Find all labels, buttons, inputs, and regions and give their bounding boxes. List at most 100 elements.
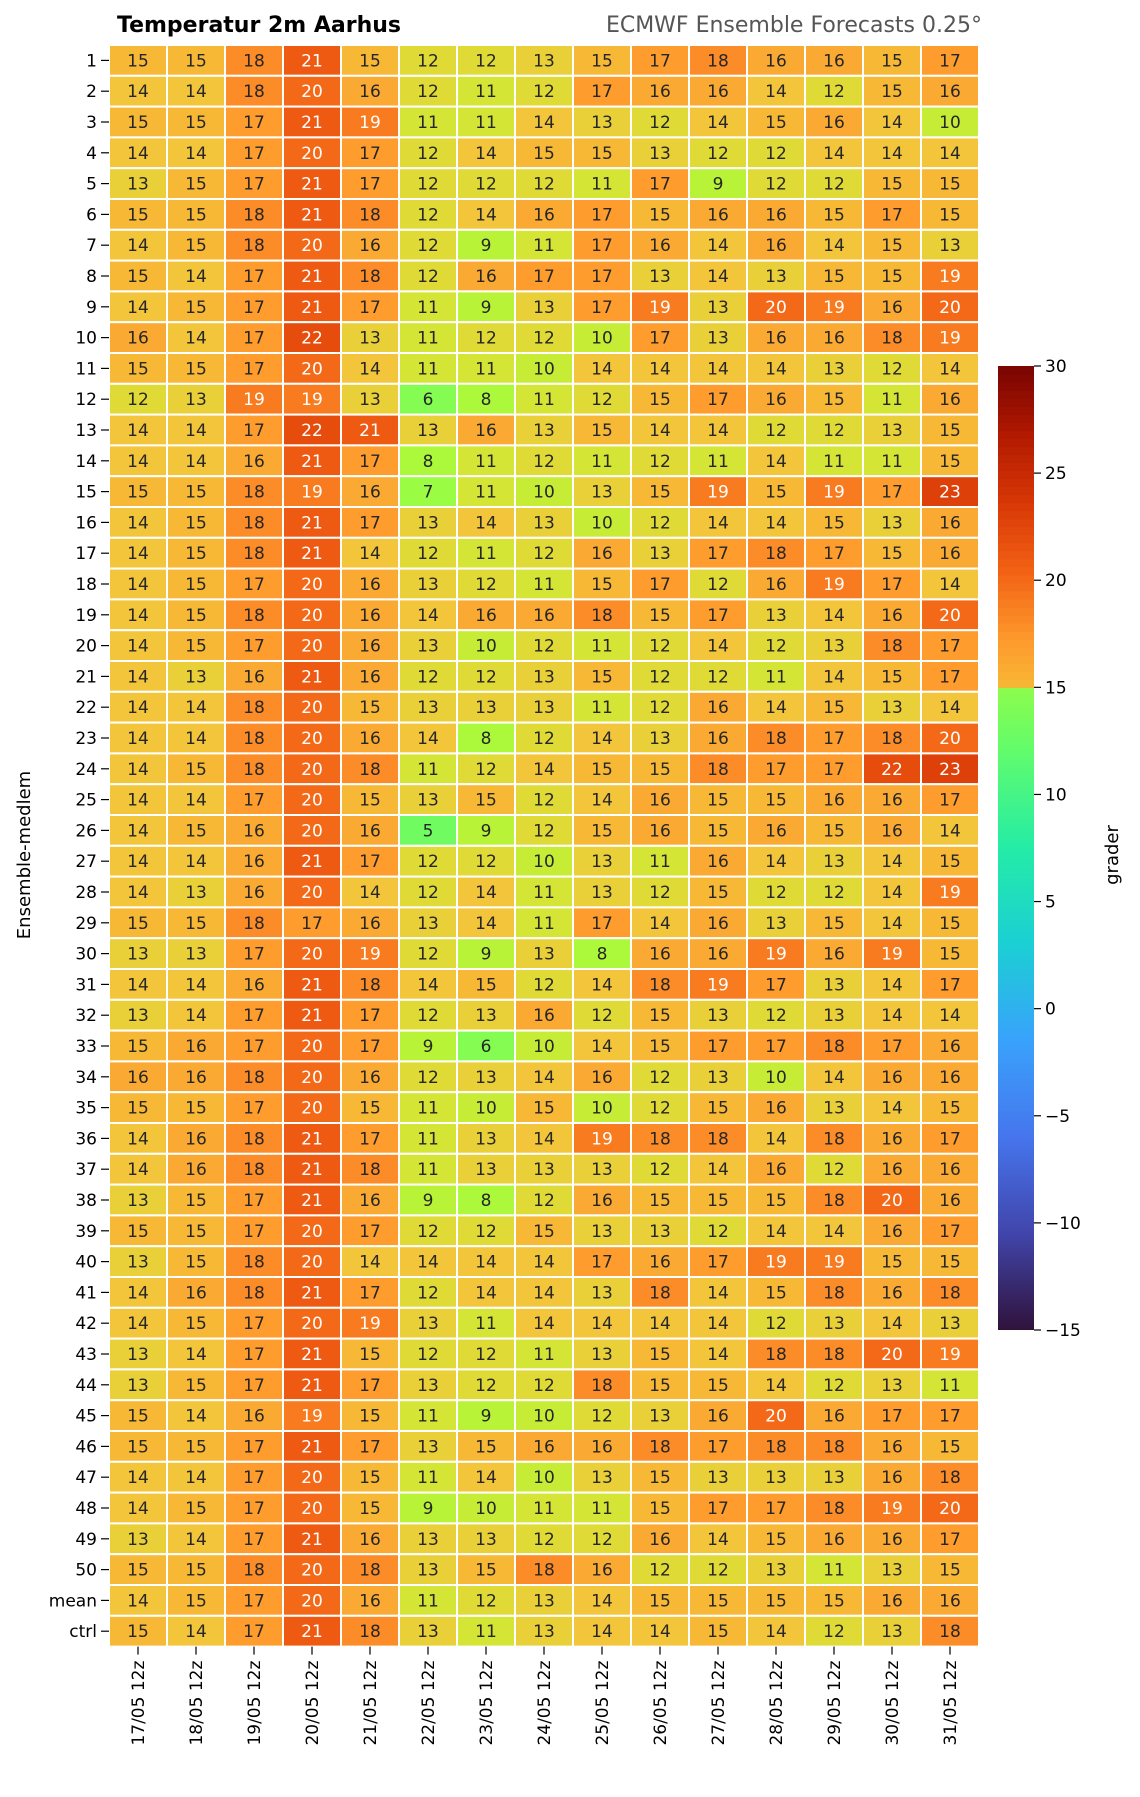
cell-value-label: 12 <box>649 452 671 472</box>
cell-value-label: 14 <box>649 421 671 441</box>
cell-value-label: 23 <box>939 760 961 780</box>
cell-value-label: 19 <box>765 1253 787 1273</box>
cell-value-label: 17 <box>591 82 613 102</box>
heatmap-cell <box>282 968 342 1001</box>
cell-value-label: 18 <box>359 1622 381 1642</box>
cell-value-label: 11 <box>417 1591 439 1611</box>
cell-value-label: 14 <box>127 544 149 564</box>
cell-value-label: 12 <box>417 883 439 903</box>
colorbar-segment <box>998 478 1034 488</box>
cell-value-label: 20 <box>301 1099 323 1119</box>
cell-value-label: 12 <box>649 1561 671 1581</box>
x-tick-label: 21/05 12z <box>361 1661 381 1746</box>
cell-value-label: 15 <box>707 1591 729 1611</box>
cell-value-label: 13 <box>591 852 613 872</box>
heatmap-cell <box>862 721 922 755</box>
cell-value-label: 12 <box>127 390 149 410</box>
cell-value-label: 20 <box>301 1253 323 1273</box>
cell-value-label: 15 <box>939 205 961 225</box>
cell-value-label: 9 <box>423 1499 434 1519</box>
cell-value-label: 18 <box>243 82 265 102</box>
cell-value-label: 11 <box>591 452 613 472</box>
cell-value-label: 20 <box>301 729 323 749</box>
y-tick-label: 17 <box>75 544 97 564</box>
cell-value-label: 13 <box>649 729 671 749</box>
cell-value-label: 15 <box>185 544 207 564</box>
cell-value-label: 17 <box>243 1345 265 1365</box>
cell-value-label: 13 <box>707 1068 729 1088</box>
cell-value-label: 15 <box>127 1407 149 1427</box>
heatmap-cell <box>514 660 574 693</box>
cell-value-label: 12 <box>707 1561 729 1581</box>
cell-value-label: 14 <box>185 975 207 995</box>
cell-value-label: 9 <box>481 821 492 841</box>
heatmap-cell <box>804 1029 864 1063</box>
y-tick-label: 19 <box>75 606 97 626</box>
heatmap-cell <box>746 1214 806 1248</box>
cell-value-label: 15 <box>591 51 613 71</box>
cell-value-label: 14 <box>417 975 439 995</box>
y-tick-label: 27 <box>75 852 97 872</box>
cell-value-label: 16 <box>939 1191 961 1211</box>
cell-value-label: 18 <box>243 606 265 626</box>
cell-value-label: 17 <box>707 1437 729 1457</box>
heatmap-cell <box>514 1430 574 1463</box>
heatmap-cell <box>398 290 458 324</box>
cell-value-label: 12 <box>417 1222 439 1242</box>
cell-value-label: 14 <box>417 729 439 749</box>
heatmap-cell <box>514 1091 574 1124</box>
heatmap-cell <box>572 475 632 509</box>
x-tick-label: 22/05 12z <box>419 1661 439 1746</box>
heatmap-cell <box>456 444 516 478</box>
cell-value-label: 15 <box>823 205 845 225</box>
y-tick-label: 16 <box>75 513 97 533</box>
cell-value-label: 7 <box>423 483 434 503</box>
cell-value-label: 13 <box>649 1222 671 1242</box>
colorbar-segment <box>998 414 1034 423</box>
cell-value-label: 11 <box>765 667 787 687</box>
heatmap-cell <box>340 998 400 1032</box>
heatmap-cell <box>630 1614 690 1648</box>
cell-value-label: 13 <box>185 883 207 903</box>
cell-value-label: 16 <box>127 1068 149 1088</box>
heatmap-cell <box>340 74 400 108</box>
cell-value-label: 12 <box>417 1068 439 1088</box>
heatmap-cell <box>804 321 864 355</box>
heatmap-cell <box>514 74 574 108</box>
cell-value-label: 12 <box>417 667 439 687</box>
colorbar-segment <box>998 582 1034 592</box>
cell-value-label: 15 <box>185 1099 207 1119</box>
cell-value-label: 15 <box>533 1099 555 1119</box>
heatmap-cell <box>398 814 458 847</box>
heatmap-cell <box>514 413 574 447</box>
cell-value-label: 12 <box>475 667 497 687</box>
heatmap-cell <box>514 167 574 200</box>
cell-value-label: 12 <box>649 1160 671 1180</box>
cell-value-label: 15 <box>185 821 207 841</box>
heatmap-cell <box>746 629 806 663</box>
cell-value-label: 15 <box>707 1191 729 1211</box>
cell-value-label: 16 <box>649 1253 671 1273</box>
heatmap-cell <box>688 413 748 447</box>
heatmap-cell <box>746 475 806 509</box>
cell-value-label: 13 <box>823 852 845 872</box>
cell-value-label: 12 <box>823 1622 845 1642</box>
cell-value-label: 11 <box>881 452 903 472</box>
cell-value-label: 14 <box>707 113 729 133</box>
cell-value-label: 12 <box>649 1099 671 1119</box>
cell-value-label: 11 <box>591 698 613 718</box>
cell-value-label: 18 <box>243 760 265 780</box>
heatmap-cell <box>688 567 748 601</box>
heatmap-cell <box>456 875 516 909</box>
cell-value-label: 10 <box>475 637 497 657</box>
heatmap-cell <box>224 1214 284 1248</box>
cell-value-label: 17 <box>243 267 265 287</box>
heatmap-cell <box>398 105 458 139</box>
cell-value-label: 14 <box>533 113 555 133</box>
cell-value-label: 16 <box>881 1468 903 1488</box>
heatmap-cell <box>398 629 458 663</box>
cell-value-label: 14 <box>185 1530 207 1550</box>
cell-value-label: 16 <box>359 1591 381 1611</box>
cell-value-label: 14 <box>765 1222 787 1242</box>
cell-value-label: 18 <box>243 513 265 533</box>
